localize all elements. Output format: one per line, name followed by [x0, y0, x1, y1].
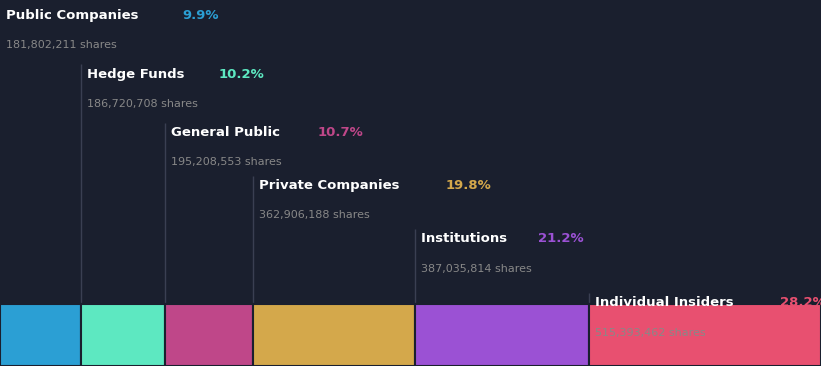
Text: Institutions: Institutions	[421, 232, 512, 246]
Text: 362,906,188 shares: 362,906,188 shares	[259, 210, 369, 220]
Text: 21.2%: 21.2%	[539, 232, 584, 246]
Text: Individual Insiders: Individual Insiders	[595, 296, 738, 310]
Text: 515,393,462 shares: 515,393,462 shares	[595, 328, 706, 337]
Text: 10.7%: 10.7%	[318, 126, 363, 139]
Bar	[165, 304, 253, 366]
Text: General Public: General Public	[171, 126, 284, 139]
Bar	[589, 304, 821, 366]
Text: 186,720,708 shares: 186,720,708 shares	[87, 99, 198, 109]
Text: 387,035,814 shares: 387,035,814 shares	[421, 264, 532, 273]
Text: 195,208,553 shares: 195,208,553 shares	[171, 157, 282, 167]
Bar	[253, 304, 415, 366]
Text: Hedge Funds: Hedge Funds	[87, 68, 189, 81]
Text: 28.2%: 28.2%	[780, 296, 821, 310]
Text: 10.2%: 10.2%	[219, 68, 264, 81]
Text: Private Companies: Private Companies	[259, 179, 404, 193]
Bar	[81, 304, 165, 366]
Text: Public Companies: Public Companies	[6, 9, 143, 22]
Bar	[0, 304, 81, 366]
Text: 9.9%: 9.9%	[183, 9, 219, 22]
Text: 19.8%: 19.8%	[446, 179, 492, 193]
Text: 181,802,211 shares: 181,802,211 shares	[6, 40, 117, 50]
Bar	[415, 304, 589, 366]
